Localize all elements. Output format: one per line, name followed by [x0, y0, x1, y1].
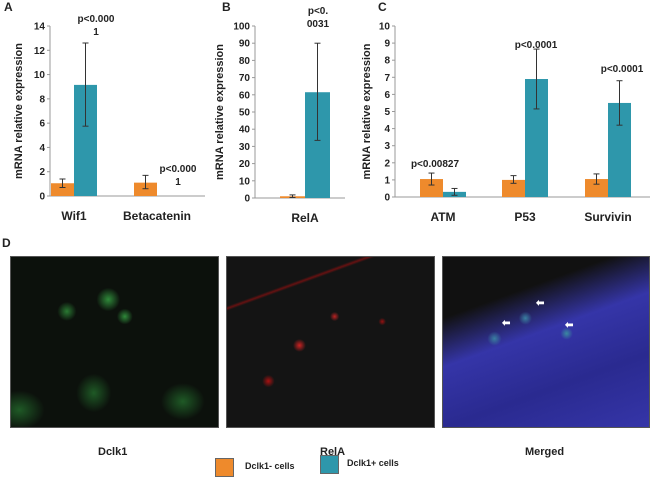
micrograph-label: Merged [525, 446, 565, 458]
p-value-annotation: p<0. [308, 6, 329, 17]
bar [608, 102, 631, 197]
y-tick-label: 60 [239, 90, 251, 101]
p-value-annotation: p<0.000 [160, 164, 197, 175]
y-tick-label: 10 [239, 176, 251, 187]
y-axis-label: mRNA relative expression [13, 43, 25, 179]
micrograph-label: Dclk1 [98, 446, 128, 458]
y-tick-label: 4 [384, 124, 390, 135]
y-axis-label: mRNA relative expression [214, 44, 226, 180]
y-tick-label: 0 [384, 193, 390, 204]
p-value-annotation: 1 [175, 177, 181, 188]
category-label: Survivin [584, 210, 631, 224]
arrow-icon: ⬅ [502, 318, 511, 329]
y-tick-label: 2 [39, 167, 45, 178]
bar [585, 179, 608, 197]
legend-swatch-dclk1-pos [320, 455, 339, 474]
category-label: P53 [514, 210, 536, 224]
y-tick-label: 5 [384, 107, 390, 118]
legend-swatch-dclk1-neg [215, 458, 234, 477]
micrograph-merged: ⬅ ⬅ ⬅ [442, 256, 650, 428]
panel-letter: C [378, 0, 387, 14]
y-tick-label: 0 [39, 192, 45, 203]
bar [74, 84, 97, 196]
y-tick-label: 20 [239, 159, 251, 170]
y-tick-label: 14 [34, 22, 46, 33]
legend-label: Dclk1- cells [245, 461, 295, 471]
legend-label: Dclk1+ cells [347, 458, 399, 468]
panel-letter-d: D [2, 236, 11, 250]
arrow-icon: ⬅ [536, 298, 545, 309]
y-tick-label: 7 [384, 73, 390, 84]
y-tick-label: 40 [239, 125, 251, 136]
arrow-icon: ⬅ [565, 320, 574, 331]
y-tick-label: 8 [384, 56, 390, 67]
y-tick-label: 50 [239, 108, 251, 119]
micrograph-dclk1 [10, 256, 219, 428]
y-tick-label: 6 [39, 119, 45, 130]
p-value-annotation: p<0.0001 [601, 64, 644, 75]
y-tick-label: 0 [244, 194, 250, 205]
category-label: ATM [430, 210, 455, 224]
y-axis-label: mRNA relative expression [361, 43, 373, 179]
y-tick-label: 70 [239, 73, 251, 84]
bar [134, 182, 157, 196]
p-value-annotation: p<0.00827 [411, 159, 460, 170]
y-tick-label: 12 [34, 46, 46, 57]
panel-letter: B [222, 0, 231, 14]
p-value-annotation: 0031 [307, 19, 330, 30]
y-tick-label: 8 [39, 94, 45, 105]
y-tick-label: 80 [239, 56, 251, 67]
category-label: Betacatenin [123, 209, 191, 223]
bar [525, 79, 548, 197]
micrograph-rela [226, 256, 435, 428]
y-tick-label: 3 [384, 141, 390, 152]
panel-letter: A [4, 0, 13, 14]
bar [420, 179, 443, 197]
bar [502, 179, 525, 197]
y-tick-label: 30 [239, 142, 251, 153]
y-tick-label: 4 [39, 143, 45, 154]
p-value-annotation: p<0.000 [78, 14, 115, 25]
y-tick-label: 1 [384, 175, 390, 186]
category-label: Wif1 [61, 209, 87, 223]
y-tick-label: 9 [384, 39, 390, 50]
y-tick-label: 90 [239, 39, 251, 50]
y-tick-label: 6 [384, 90, 390, 101]
bar [51, 183, 74, 196]
p-value-annotation: 1 [93, 27, 99, 38]
y-tick-label: 10 [34, 70, 46, 81]
category-label: RelA [291, 211, 319, 225]
y-tick-label: 100 [233, 22, 250, 33]
y-tick-label: 2 [384, 158, 390, 169]
p-value-annotation: p<0.0001 [515, 40, 558, 51]
y-tick-label: 10 [379, 22, 391, 33]
